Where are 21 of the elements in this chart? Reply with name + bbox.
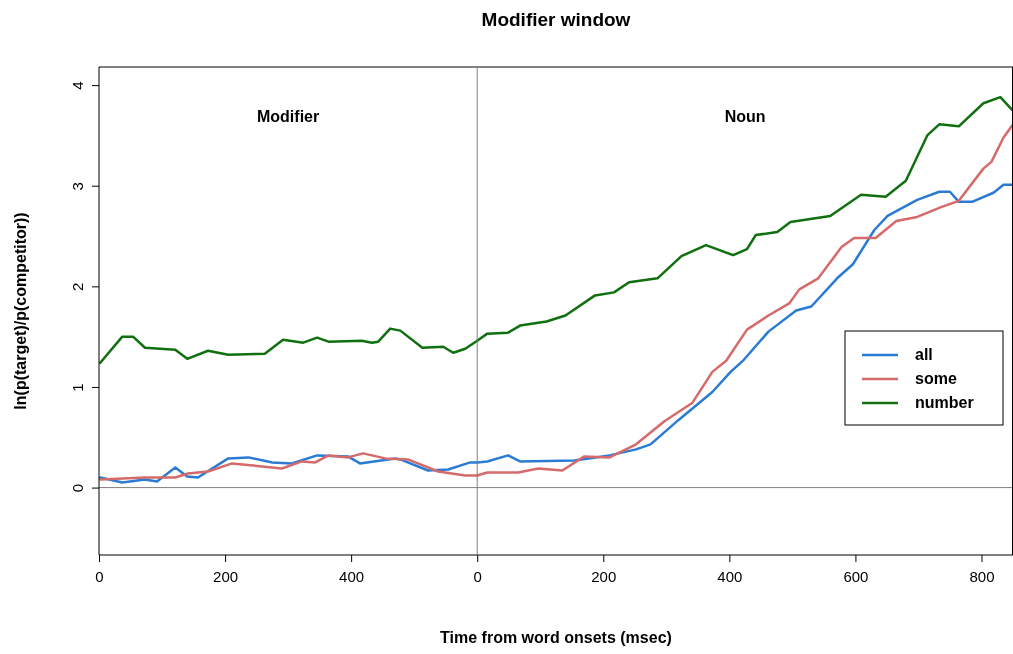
chart-title: Modifier window: [481, 9, 631, 30]
x-tick-label: 600: [843, 567, 869, 585]
x-axis-title: Time from word onsets (msec): [440, 629, 672, 646]
x-tick-label: 400: [339, 567, 365, 585]
x-tick-label: 400: [717, 567, 743, 585]
y-tick-label: 0: [69, 483, 86, 493]
x-tick-label: 800: [969, 567, 995, 585]
y-tick-label: 3: [69, 182, 86, 191]
legend-label: all: [915, 346, 933, 363]
annotation: Noun: [724, 108, 766, 125]
y-tick-label: 1: [69, 383, 86, 392]
annotation: Modifier: [256, 108, 320, 125]
x-tick-label: 0: [473, 567, 482, 585]
y-tick-label: 2: [69, 282, 86, 292]
legend-label: some: [915, 370, 957, 387]
x-tick-label: 200: [591, 567, 617, 585]
x-tick-label: 200: [213, 567, 239, 585]
y-tick-label: 4: [69, 81, 86, 90]
legend-label: number: [915, 394, 974, 411]
y-axis-title: ln(p(target)/p(competitor)): [12, 212, 29, 410]
x-tick-label: 0: [95, 567, 104, 585]
